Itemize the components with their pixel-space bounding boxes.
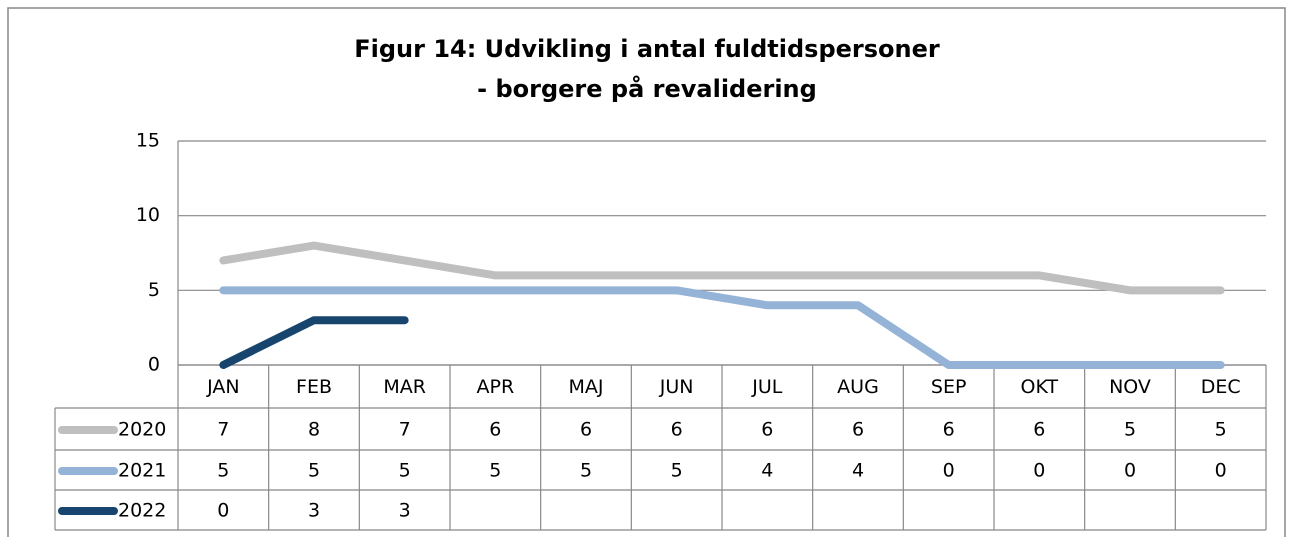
table-value: 6 (1033, 419, 1045, 441)
table-value: 6 (852, 419, 864, 441)
table-value: 6 (761, 419, 773, 441)
y-tick-label: 0 (148, 354, 160, 376)
table-value: 5 (399, 460, 411, 482)
table-value: 0 (1033, 460, 1045, 482)
table-value: 4 (761, 460, 773, 482)
legend-label: 2021 (118, 460, 166, 482)
x-tick-label: OKT (1021, 376, 1059, 398)
x-tick-label: JAN (206, 376, 239, 398)
chart-title: Figur 14: Udvikling i antal fuldtidspers… (354, 35, 940, 63)
y-tick-label: 5 (148, 279, 160, 301)
x-tick-label: SEP (931, 376, 967, 398)
table-value: 6 (489, 419, 501, 441)
series-line (219, 286, 1225, 369)
table-value: 5 (580, 460, 592, 482)
x-tick-label: MAJ (569, 376, 604, 398)
table-value: 5 (217, 460, 229, 482)
table-value: 5 (1124, 419, 1136, 441)
x-tick-label: DEC (1201, 376, 1241, 398)
table-value: 5 (489, 460, 501, 482)
x-tick-label: FEB (296, 376, 332, 398)
table-value: 8 (308, 419, 320, 441)
chart-border (7, 7, 1286, 537)
x-tick-label: JUL (751, 376, 783, 398)
chart-title: - borgere på revalidering (477, 74, 817, 103)
table-value: 6 (580, 419, 592, 441)
table-value: 5 (308, 460, 320, 482)
table-value: 6 (671, 419, 683, 441)
table-value: 5 (671, 460, 683, 482)
table-value: 0 (1124, 460, 1136, 482)
table-value: 4 (852, 460, 864, 482)
table-value: 6 (943, 419, 955, 441)
x-tick-label: APR (476, 376, 514, 398)
table-value: 7 (217, 419, 229, 441)
legend-label: 2020 (118, 419, 166, 441)
table-value: 7 (399, 419, 411, 441)
x-tick-label: JUN (659, 376, 694, 398)
y-tick-label: 10 (136, 204, 160, 226)
table-value: 3 (399, 500, 411, 522)
series-line (219, 241, 1225, 295)
table-value: 0 (217, 500, 229, 522)
y-tick-label: 15 (136, 130, 160, 152)
table-value: 0 (943, 460, 955, 482)
x-tick-label: AUG (837, 376, 879, 398)
x-tick-label: NOV (1109, 376, 1151, 398)
x-tick-label: MAR (383, 376, 426, 398)
table-value: 0 (1215, 460, 1227, 482)
series-line (219, 316, 409, 369)
legend-label: 2022 (118, 500, 166, 522)
table-value: 3 (308, 500, 320, 522)
table-value: 5 (1215, 419, 1227, 441)
